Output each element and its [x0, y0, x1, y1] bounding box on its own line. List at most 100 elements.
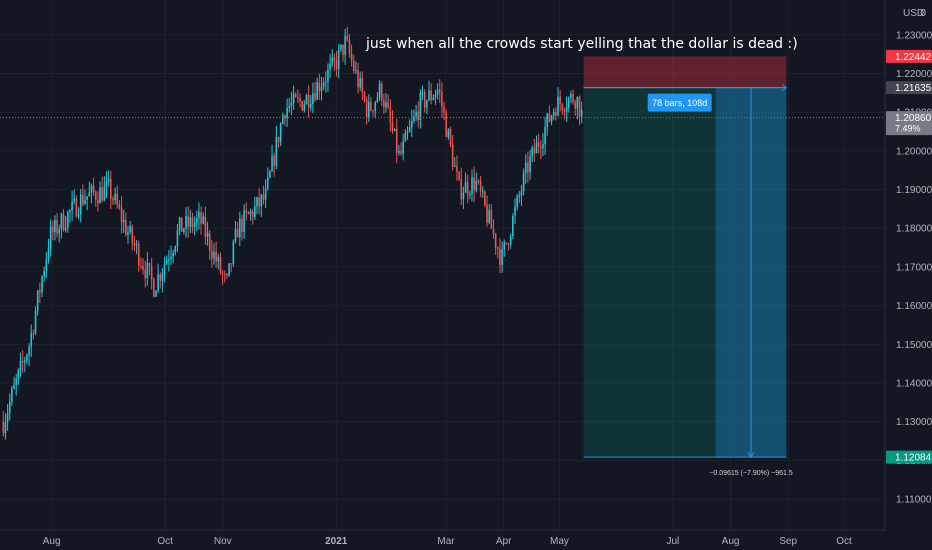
- candle-body: [460, 178, 463, 200]
- chart-annotation: just when all the crowds start yelling t…: [365, 36, 798, 52]
- candle-body: [533, 147, 536, 154]
- candle-body: [236, 229, 239, 238]
- candle-body: [574, 102, 576, 109]
- candle-body: [473, 177, 475, 191]
- candle-body: [527, 162, 529, 173]
- candle-body: [125, 219, 127, 235]
- candle-body: [43, 270, 45, 277]
- candle-body: [411, 121, 413, 128]
- candle-body: [471, 177, 473, 195]
- candle-body: [301, 101, 303, 111]
- candle-body: [546, 113, 549, 127]
- candle-body: [479, 180, 482, 192]
- candle-body: [552, 111, 555, 116]
- candle-body: [69, 210, 71, 213]
- candle-body: [325, 81, 327, 83]
- candle-body: [277, 137, 280, 143]
- candle-body: [488, 210, 490, 223]
- measure-tool[interactable]: 78 bars, 108d −0.09615 (−7.90%) −961.5: [583, 84, 793, 477]
- candle-body: [107, 179, 110, 182]
- candle-body: [303, 104, 306, 111]
- time-tick-label: Oct: [157, 536, 173, 547]
- candle-body: [419, 93, 422, 121]
- candle-body: [370, 101, 372, 111]
- candle-body: [241, 218, 243, 233]
- candle-body: [408, 127, 411, 132]
- candle-body: [41, 276, 43, 293]
- candle-body: [535, 142, 538, 154]
- candle-body: [520, 191, 523, 196]
- candle-body: [15, 379, 17, 385]
- candle-body: [92, 185, 95, 193]
- candle-body: [378, 83, 381, 98]
- price-tick-label: 1.19000: [896, 185, 932, 196]
- short-position-tool[interactable]: [583, 56, 787, 458]
- candle-body: [297, 96, 299, 98]
- candle-body: [105, 181, 108, 187]
- candle-body: [342, 44, 344, 55]
- candle-body: [391, 121, 394, 131]
- time-axis[interactable]: Aug Oct Nov 2021 Mar Apr May Jul Aug Sep Oct: [43, 536, 852, 547]
- time-tick-label: Aug: [722, 536, 740, 547]
- candle-body: [45, 258, 48, 271]
- candle-body: [75, 198, 78, 217]
- candle-body: [578, 96, 581, 117]
- candle-body: [555, 111, 557, 116]
- candle-body: [120, 207, 123, 223]
- candle-body: [518, 195, 521, 197]
- price-tick-label: 1.11000: [896, 495, 932, 506]
- candle-body: [284, 115, 286, 119]
- candle-body: [340, 44, 342, 50]
- candle-body: [368, 101, 370, 118]
- candle-body: [331, 57, 334, 64]
- candle-body: [221, 272, 224, 275]
- candle-body: [208, 232, 211, 251]
- candle-body: [157, 274, 159, 291]
- candle-body: [501, 249, 503, 265]
- candle-body: [402, 141, 404, 154]
- candle-body: [8, 401, 11, 413]
- candle-body: [204, 216, 207, 237]
- candle-body: [127, 232, 129, 235]
- candle-body: [71, 201, 73, 211]
- candle-body: [290, 102, 293, 107]
- candle-body: [537, 142, 540, 148]
- candle-body: [320, 86, 323, 91]
- candle-body: [316, 82, 318, 100]
- candle-body: [198, 212, 200, 219]
- candle-body: [561, 104, 564, 111]
- candle-body: [56, 219, 58, 234]
- candle-body: [357, 70, 359, 88]
- candle-body: [395, 128, 398, 153]
- candle-body: [413, 116, 415, 122]
- candle-body: [140, 265, 142, 267]
- settings-icon[interactable]: 0: [920, 8, 926, 19]
- candle-body: [350, 53, 353, 61]
- candle-body: [168, 259, 170, 261]
- candle-body: [133, 242, 136, 246]
- candle-body: [256, 197, 258, 207]
- time-tick-label: Oct: [836, 536, 852, 547]
- candle-body: [110, 179, 112, 199]
- candle-body: [206, 232, 209, 237]
- candle-body: [112, 198, 114, 201]
- candle-body: [389, 107, 392, 122]
- candle-body: [94, 192, 97, 201]
- candle-body: [477, 180, 480, 182]
- price-tick-label: 1.13000: [896, 417, 932, 428]
- candle-body: [292, 94, 295, 103]
- stop-price-label: 1.22442: [895, 52, 932, 63]
- candle-body: [21, 360, 24, 363]
- candle-body: [329, 63, 331, 70]
- candle-body: [352, 60, 355, 71]
- candle-body: [153, 279, 155, 297]
- price-axis[interactable]: 1.230001.220001.210001.200001.190001.180…: [886, 30, 932, 506]
- measure-result-label: −0.09615 (−7.90%) −961.5: [709, 470, 793, 477]
- time-tick-label: Sep: [779, 536, 797, 547]
- candle-body: [279, 123, 282, 143]
- candle-body: [305, 95, 308, 105]
- candle-body: [155, 290, 157, 297]
- candle-body: [393, 128, 396, 131]
- candle-body: [486, 205, 488, 223]
